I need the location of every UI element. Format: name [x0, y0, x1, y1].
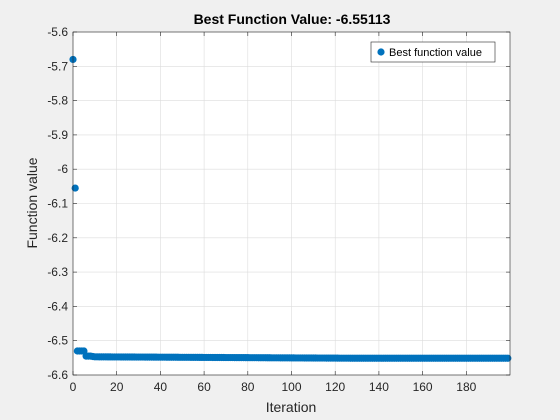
legend: Best function value [370, 41, 496, 63]
x-tick-label: 0 [70, 380, 77, 394]
chart-title: Best Function Value: -6.55113 [194, 11, 391, 27]
legend-box [370, 41, 496, 63]
data-points [69, 55, 512, 362]
data-point [504, 354, 512, 362]
ticks: 0 20 40 60 80 100 120 140 160 180 -5.6 -5.7 -5.8 -5.9… [47, 25, 510, 394]
y-tick-label: -6.1 [47, 197, 68, 211]
y-tick-label: -5.9 [47, 128, 68, 142]
y-tick-label: -6.2 [47, 231, 68, 245]
legend-marker [377, 48, 385, 56]
x-tick-label: 20 [110, 380, 124, 394]
x-tick-label: 60 [197, 380, 211, 394]
y-axis-label: Function value [24, 157, 40, 248]
y-tick-label: -5.6 [47, 25, 68, 39]
y-tick-label: -5.8 [47, 94, 68, 108]
x-tick-label: 120 [325, 380, 345, 394]
y-tick-label: -6.6 [47, 368, 68, 382]
y-tick-label: -6 [57, 162, 68, 176]
x-axis-label: Iteration [266, 399, 317, 415]
legend-label: Best function value [389, 47, 482, 59]
x-tick-label: 180 [456, 380, 476, 394]
x-tick-label: 80 [241, 380, 255, 394]
x-tick-label: 40 [154, 380, 168, 394]
x-tick-label: 100 [281, 380, 301, 394]
y-tick-label: -6.5 [47, 334, 68, 348]
y-tick-label: -6.3 [47, 265, 68, 279]
y-tick-label: -6.4 [47, 299, 68, 313]
y-tick-label: -5.7 [47, 59, 68, 73]
data-point [71, 184, 79, 192]
x-tick-label: 140 [369, 380, 389, 394]
x-tick-label: 160 [413, 380, 433, 394]
